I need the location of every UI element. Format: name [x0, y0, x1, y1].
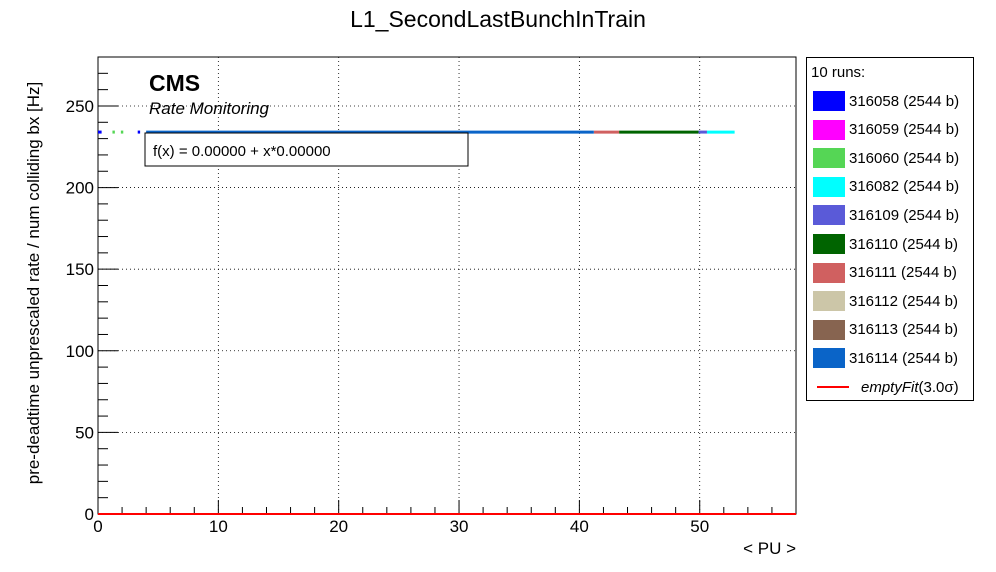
fit-legend-label: emptyFit(3.0σ) — [861, 379, 959, 396]
legend-entry: 316109 (2544 b) — [813, 204, 959, 226]
x-tick-label: 30 — [450, 517, 469, 536]
rate-monitoring-label: Rate Monitoring — [149, 99, 270, 118]
x-tick-label: 0 — [93, 517, 102, 536]
legend-header: 10 runs: — [811, 64, 866, 81]
chart-title: L1_SecondLastBunchInTrain — [350, 6, 646, 32]
legend-label: 316114 (2544 b) — [849, 349, 958, 367]
legend-label: 316112 (2544 b) — [849, 292, 958, 310]
legend-entry: 316082 (2544 b) — [813, 176, 959, 198]
legend-entry-fit: emptyFit(3.0σ) — [813, 376, 959, 398]
legend-entry: 316111 (2544 b) — [813, 262, 957, 284]
legend-label: 316059 (2544 b) — [849, 121, 960, 139]
x-tick-label: 20 — [329, 517, 348, 536]
legend-swatch — [813, 148, 845, 169]
tick-labels: 0 10 20 30 40 50 0 50 100 150 200 250 — [66, 97, 710, 536]
legend-label: 316060 (2544 b) — [849, 149, 960, 167]
y-tick-label: 0 — [85, 505, 94, 524]
fit-formula-text: f(x) = 0.00000 + x*0.00000 — [153, 143, 331, 160]
y-tick-label: 150 — [66, 260, 94, 279]
y-tick-label: 250 — [66, 97, 94, 116]
fit-formula-box — [144, 132, 469, 167]
experiment-label: CMS — [149, 70, 200, 96]
legend-label: 316109 (2544 b) — [849, 206, 960, 224]
legend-label: 316110 (2544 b) — [849, 235, 958, 253]
legend-swatch — [813, 262, 845, 283]
legend-swatch — [813, 348, 845, 369]
legend-swatch — [813, 234, 845, 254]
legend-entry: 316058 (2544 b) — [813, 90, 959, 112]
legend-label: 316113 (2544 b) — [849, 321, 958, 339]
fit-legend-line — [817, 386, 849, 388]
legend-entry: 316112 (2544 b) — [813, 290, 958, 312]
legend: 10 runs: 316058 (2544 b) 316059 (2544 b) 3… — [806, 57, 974, 401]
legend-entry: 316114 (2544 b) — [813, 347, 958, 369]
x-tick-label: 10 — [209, 517, 228, 536]
legend-entry: 316059 (2544 b) — [813, 119, 959, 141]
legend-swatch — [813, 205, 845, 226]
legend-entry: 316110 (2544 b) — [813, 233, 958, 255]
legend-label: 316058 (2544 b) — [849, 92, 960, 110]
plot-frame — [97, 56, 797, 515]
y-tick-label: 50 — [75, 423, 94, 442]
legend-swatch — [813, 291, 845, 312]
legend-swatch — [813, 119, 845, 140]
legend-label: 316111 (2544 b) — [849, 264, 957, 282]
fit-sigma: (3.0σ) — [918, 378, 959, 396]
fit-name: emptyFit — [861, 378, 919, 396]
legend-label: 316082 (2544 b) — [849, 178, 960, 196]
legend-swatch — [813, 176, 845, 197]
y-tick-label: 200 — [66, 179, 94, 198]
legend-swatch — [813, 319, 845, 340]
x-axis-label: < PU > — [743, 539, 796, 558]
legend-swatch — [813, 91, 845, 111]
y-axis-label: pre-deadtime unprescaled rate / num coll… — [24, 82, 43, 485]
grid-lines — [98, 57, 796, 514]
legend-entry: 316113 (2544 b) — [813, 319, 958, 341]
x-tick-label: 50 — [690, 517, 709, 536]
y-tick-label: 100 — [66, 342, 94, 361]
x-tick-label: 40 — [570, 517, 589, 536]
legend-entry: 316060 (2544 b) — [813, 147, 959, 169]
